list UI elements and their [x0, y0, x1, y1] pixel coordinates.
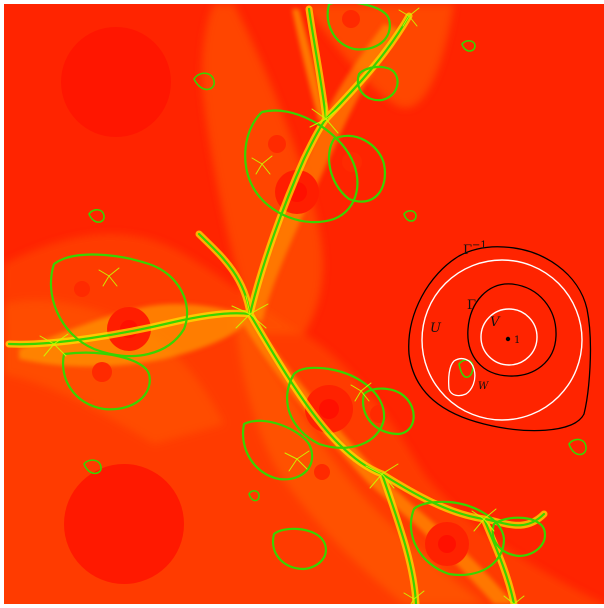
- gamma-inverse-curve: [408, 246, 592, 432]
- w-region: [448, 358, 476, 397]
- label-point-1: 1: [514, 335, 520, 346]
- label-w: W: [478, 381, 489, 392]
- v-circle: [480, 308, 538, 366]
- region-curves: [408, 246, 592, 432]
- julia-set-filaments: [5, 4, 587, 604]
- label-gamma: Γ: [467, 298, 476, 313]
- julia-set-plot: Γ−1 Γ U V 1 W: [4, 4, 604, 604]
- fractal-figure: Γ−1 Γ U V 1 W: [4, 4, 604, 604]
- u-circle: [421, 259, 583, 421]
- label-gamma-inverse: Γ−1: [463, 240, 487, 258]
- fixed-point-dot: [505, 336, 511, 342]
- label-v: V: [490, 315, 501, 330]
- label-u: U: [430, 321, 442, 336]
- gamma-curve: [467, 283, 557, 377]
